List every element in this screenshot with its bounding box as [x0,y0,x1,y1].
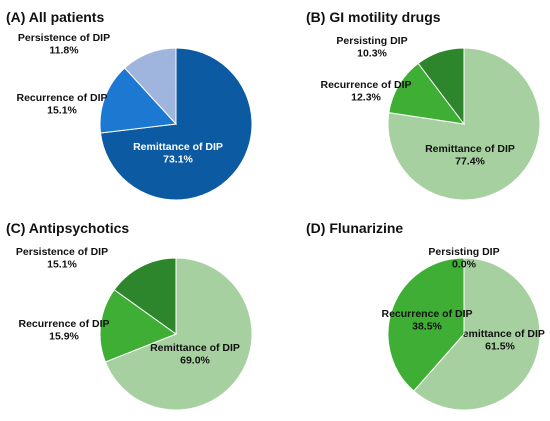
panel-a: (A) All patients Remittance of DIP 73.1%R… [6,9,253,201]
panel-b: (B) GI motility drugs Remittance of DIP 7… [306,9,541,201]
panel-c-title: (C) Antipsychotics [6,220,129,236]
slice-label-value: 69.0% [180,355,210,367]
slice-label-value: 73.1% [163,154,193,166]
slice-label: Remittance of DIP 61.5% [455,328,545,353]
slice-label: Persistence of DIP 15.1% [16,246,108,271]
slice-label-value: 77.4% [455,156,485,168]
slice-label: Recurrence of DIP 38.5% [381,308,472,333]
pie-slice-recurrence-of-dip [387,257,465,392]
slice-label-name: Remittance of DIP [150,342,240,354]
pie-slice-recurrence-of-dip [99,67,178,134]
slice-label-value: 0.0% [452,259,477,271]
slice-label-name: Persistence of DIP [16,246,108,258]
panel-c-pie: Remittance of DIP 69.0%Recurrence of DIP 1… [16,246,253,411]
pie-slice-recurrence-of-dip [388,62,466,125]
slice-label: Persisting DIP 0.0% [428,246,499,271]
slice-label: Remittance of DIP 77.4% [425,143,515,168]
slice-label: Remittance of DIP 69.0% [150,342,240,367]
slice-label-value: 11.8% [49,45,79,57]
slice-label-name: Remittance of DIP [133,141,223,153]
panel-c: (C) Antipsychotics Remittance of DIP 69.0… [6,220,253,411]
slice-label: Persistence of DIP 11.8% [18,32,110,57]
slice-label-name: Remittance of DIP [455,328,545,340]
slice-label-value: 15.1% [47,105,77,117]
pie-slice-recurrence-of-dip [99,289,178,363]
panel-d: (D) Flunarizine Remittance of DIP 61.5%Re… [306,220,545,411]
panel-a-title: (A) All patients [6,9,104,25]
slice-label: Recurrence of DIP 15.1% [16,92,107,117]
panel-d-title: (D) Flunarizine [306,220,403,236]
pie-slice-persistence-of-dip [123,47,177,126]
slice-label: Remittance of DIP 73.1% [133,141,223,166]
slice-label-name: Recurrence of DIP [16,92,107,104]
slice-label-name: Persisting DIP [428,246,499,258]
slice-label-value: 15.1% [47,259,77,271]
pie-slice-remittance-of-dip [413,257,541,411]
slice-label-name: Remittance of DIP [425,143,515,155]
panel-b-title: (B) GI motility drugs [306,9,441,25]
panel-d-pie: Remittance of DIP 61.5%Recurrence of DIP 3… [381,246,545,411]
panel-a-pie: Remittance of DIP 73.1%Recurrence of DIP 1… [16,32,253,201]
slice-label-name: Recurrence of DIP [320,79,411,91]
pie-slice-persistence-of-dip [113,257,177,335]
panel-b-pie: Remittance of DIP 77.4%Recurrence of DIP 1… [320,35,541,201]
slice-label-value: 12.3% [351,92,381,104]
slice-label-value: 10.3% [357,48,387,60]
slice-label: Recurrence of DIP 15.9% [18,318,109,343]
slice-label-name: Persistence of DIP [18,32,110,44]
slice-label-name: Recurrence of DIP [18,318,109,330]
slice-label: Persisting DIP 10.3% [336,35,407,60]
slice-label: Recurrence of DIP 12.3% [320,79,411,104]
slice-label-value: 38.5% [412,321,442,333]
pie-slice-persisting-dip [417,47,465,126]
slice-label-value: 61.5% [485,341,515,353]
slice-label-name: Recurrence of DIP [381,308,472,320]
slice-label-name: Persisting DIP [336,35,407,47]
pie-slice-remittance-of-dip [104,257,253,411]
slice-label-value: 15.9% [49,331,79,343]
